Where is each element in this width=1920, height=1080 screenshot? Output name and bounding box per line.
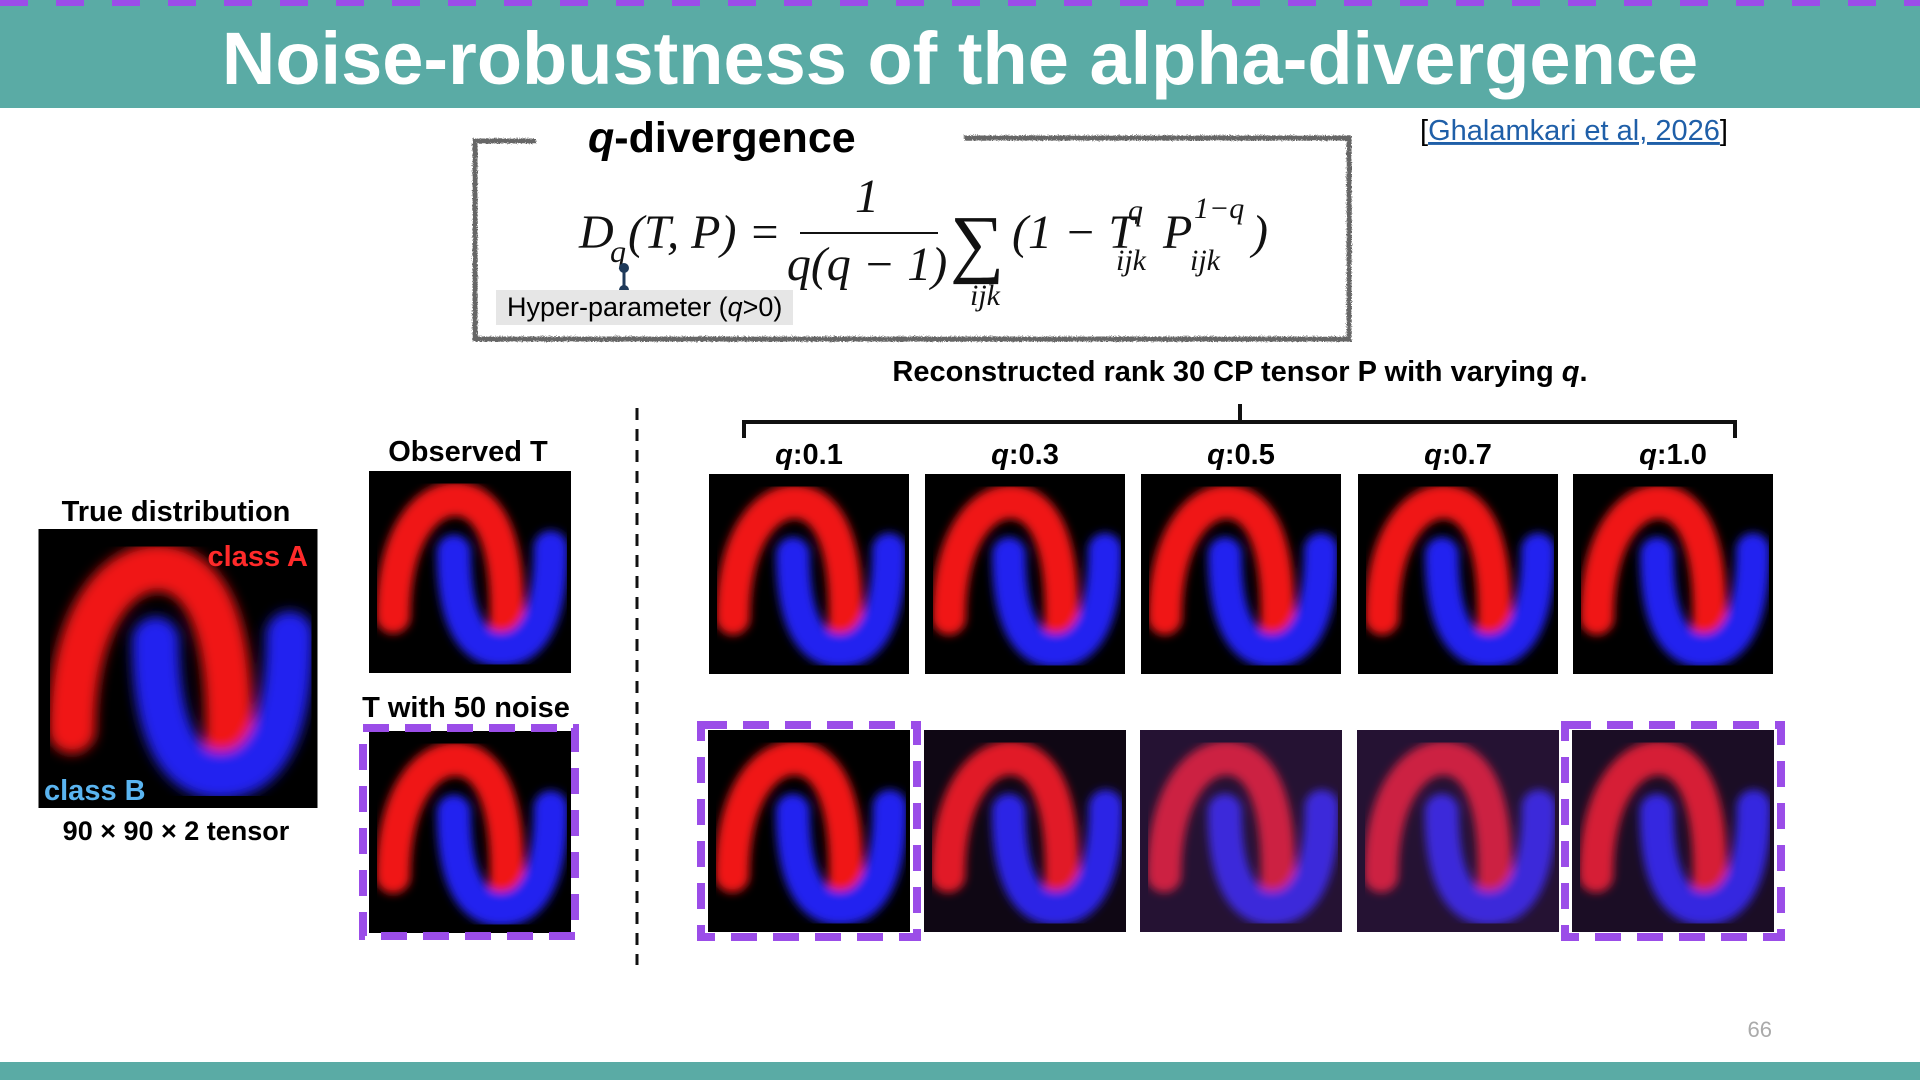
f-sub: q xyxy=(610,233,626,269)
f-sub: ijk xyxy=(1190,244,1221,277)
f-sub: ijk xyxy=(1116,244,1147,277)
value: :0.7 xyxy=(1442,439,1492,471)
page-number: 66 xyxy=(1748,1017,1772,1042)
f-close: ) xyxy=(1249,206,1268,259)
formula-box xyxy=(471,134,1351,341)
value: :0.5 xyxy=(1225,439,1275,471)
bottom-bar xyxy=(0,1062,1920,1080)
brace xyxy=(742,404,1737,438)
class-b: class B xyxy=(44,775,146,807)
recon-title: Reconstructed rank 30 CP tensor P with v… xyxy=(892,356,1587,388)
citation-link[interactable]: Ghalamkari et al, 2026 xyxy=(1428,115,1720,147)
recon-image xyxy=(1141,474,1341,674)
value: :0.1 xyxy=(793,439,843,471)
f-sum-sub: ijk xyxy=(970,279,1001,312)
q-label: q:0.3 xyxy=(991,439,1059,471)
recon-image xyxy=(709,474,909,674)
var: q xyxy=(1562,356,1580,388)
highlight xyxy=(697,721,921,941)
title-rest: -divergence xyxy=(614,114,855,162)
var: q xyxy=(775,439,793,471)
highlight xyxy=(1561,721,1785,941)
f-p: P xyxy=(1162,206,1192,259)
f-sum: ∑ xyxy=(950,201,1004,285)
t: >0) xyxy=(743,292,783,322)
recon-image xyxy=(1358,474,1558,674)
f-sup: 1−q xyxy=(1194,192,1244,225)
recon-image xyxy=(1573,474,1773,674)
t: Hyper-parameter ( xyxy=(507,292,728,322)
f-args: (T, P) = xyxy=(628,206,781,259)
t: Reconstructed rank 30 CP tensor P with v… xyxy=(892,356,1561,388)
q-label: q:0.5 xyxy=(1207,439,1275,471)
noise-haze xyxy=(1572,730,1774,932)
f-term: (1 − T xyxy=(1012,206,1138,259)
value: :1.0 xyxy=(1657,439,1707,471)
citation: [Ghalamkari et al, 2026] xyxy=(1420,115,1728,147)
f-den: q(q − 1) xyxy=(787,238,947,291)
noisy-image xyxy=(369,731,571,933)
var: q xyxy=(1207,439,1225,471)
title-bar xyxy=(0,0,1920,108)
observed-image xyxy=(369,471,571,673)
class-a: class A xyxy=(208,541,309,573)
value: :0.3 xyxy=(1009,439,1059,471)
noise-haze xyxy=(1357,730,1559,932)
var: q xyxy=(1424,439,1442,471)
hyper-label: Hyper-parameter (q>0) xyxy=(507,292,782,322)
noise-haze xyxy=(1140,730,1342,932)
q-label: q:0.7 xyxy=(1424,439,1492,471)
hyper-bg xyxy=(496,290,793,325)
formula: D q (T, P) = 1 q(q − 1) ∑ ijk (1 − T q i… xyxy=(578,170,1268,312)
reconstructions: q:0.1 q:0.3 q:0.5 q:0.7 q:1.0 xyxy=(697,439,1785,941)
label: 90 × 90 × 2 tensor xyxy=(63,816,290,846)
label: Observed T xyxy=(388,436,548,468)
bracket: [ xyxy=(1420,115,1428,147)
var: q xyxy=(991,439,1009,471)
pointer-dot xyxy=(619,263,629,273)
bracket: ] xyxy=(1720,115,1728,147)
t: . xyxy=(1580,356,1588,388)
box-title: q-divergence xyxy=(588,114,856,162)
slide-title: Noise-robustness of the alpha-divergence xyxy=(222,17,1698,100)
q-label: q:0.1 xyxy=(775,439,843,471)
f-d: D xyxy=(578,206,614,259)
f-sup: q xyxy=(1128,194,1143,227)
var: q xyxy=(728,292,743,322)
f-num: 1 xyxy=(855,170,879,223)
recon-image xyxy=(925,474,1125,674)
noise-haze xyxy=(924,730,1126,932)
highlight xyxy=(359,724,579,940)
label: T with 50 noise xyxy=(362,692,570,724)
noisy-recon-image xyxy=(708,730,910,932)
var: q xyxy=(588,114,614,162)
var: q xyxy=(1639,439,1657,471)
q-label: q:1.0 xyxy=(1639,439,1707,471)
label: True distribution xyxy=(62,496,291,528)
